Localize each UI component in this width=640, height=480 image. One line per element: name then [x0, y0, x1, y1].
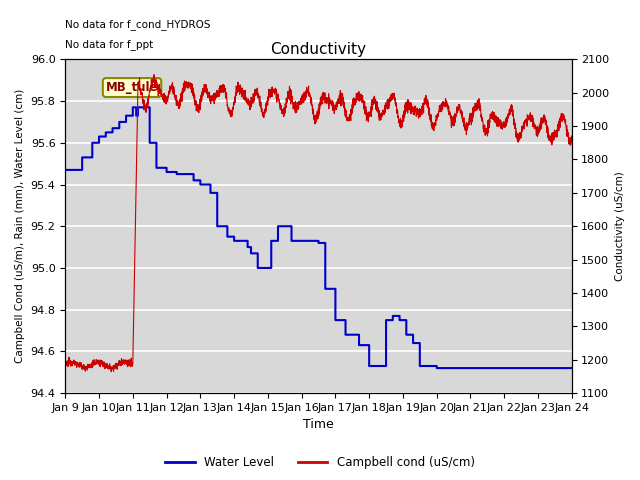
Text: No data for f_cond_HYDROS: No data for f_cond_HYDROS [65, 19, 211, 30]
Title: Conductivity: Conductivity [271, 42, 367, 57]
X-axis label: Time: Time [303, 419, 334, 432]
Text: MB_tule: MB_tule [106, 81, 158, 94]
Legend: Water Level, Campbell cond (uS/cm): Water Level, Campbell cond (uS/cm) [161, 452, 479, 474]
Y-axis label: Conductivity (uS/cm): Conductivity (uS/cm) [615, 171, 625, 281]
Y-axis label: Campbell Cond (uS/m), Rain (mm), Water Level (cm): Campbell Cond (uS/m), Rain (mm), Water L… [15, 89, 25, 363]
Text: No data for f_ppt: No data for f_ppt [65, 39, 154, 50]
